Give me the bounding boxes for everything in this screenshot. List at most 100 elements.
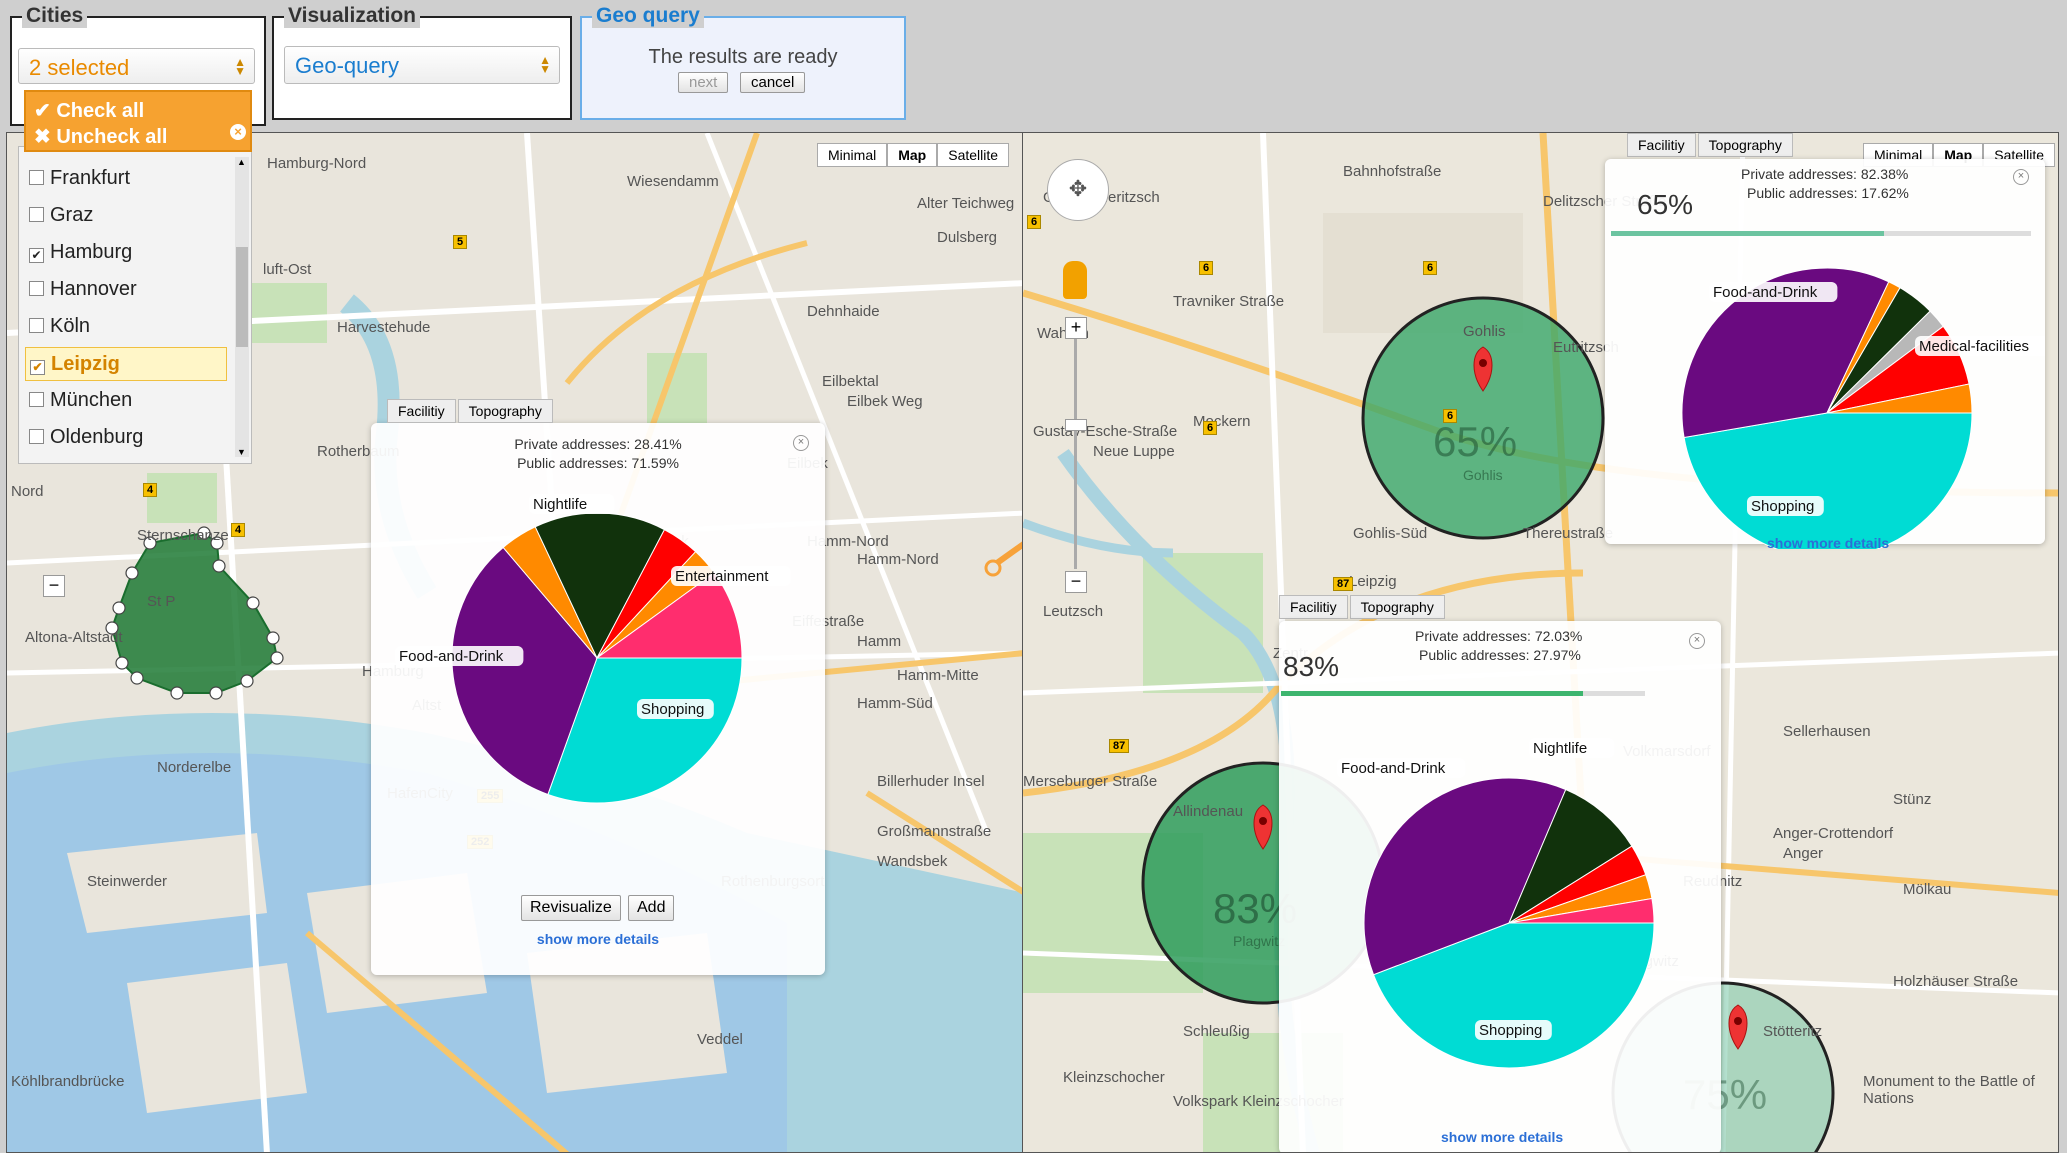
map-type-map[interactable]: Map — [887, 143, 938, 167]
scroll-up-icon[interactable]: ▲ — [237, 157, 246, 167]
uncheck-all-label: Uncheck all — [56, 126, 168, 148]
bottom-popup-tabs: Facilitiy Topography — [1279, 595, 1447, 619]
geo-query-status: The results are ready — [648, 46, 838, 68]
city-item-hannover[interactable]: Hannover — [29, 273, 137, 305]
check-all-button[interactable]: ✔ Check all — [34, 100, 145, 122]
city-item-münchen[interactable]: München — [29, 384, 132, 416]
pie-label: Shopping — [1747, 496, 1824, 516]
pan-control[interactable]: ✥ — [1047, 159, 1109, 221]
map-label: Harvestehude — [337, 319, 431, 336]
route-shield: 87 — [1109, 739, 1130, 753]
city-checkbox[interactable]: ✔ — [30, 360, 45, 375]
scrollbar-thumb[interactable] — [236, 247, 248, 347]
tab-facility[interactable]: Facilitiy — [1627, 133, 1696, 157]
city-checkbox[interactable] — [29, 207, 44, 222]
left-map-background — [7, 133, 1023, 1152]
city-label: Leipzig — [51, 353, 120, 375]
show-more-details-link[interactable]: show more details — [1441, 1129, 1564, 1145]
pie-label-text: Medical-facilities — [1919, 338, 2029, 355]
chevron-updown-icon: ▲ ▼ — [539, 53, 551, 76]
close-icon[interactable]: × — [230, 124, 246, 140]
zoom-slider-thumb[interactable] — [1065, 419, 1087, 431]
pie-slice[interactable] — [1683, 412, 1973, 549]
tab-facility[interactable]: Facilitiy — [1279, 595, 1348, 619]
city-label: Hamburg — [50, 241, 133, 263]
pie-slice[interactable] — [1372, 922, 1655, 1069]
city-checkbox[interactable] — [29, 318, 44, 333]
route-shield: 6 — [1199, 261, 1214, 275]
pie-slice[interactable] — [1826, 383, 1973, 414]
visualization-select[interactable]: Geo-query ▲ ▼ — [284, 46, 560, 84]
city-label: Graz — [50, 204, 94, 226]
map-type-minimal[interactable]: Minimal — [817, 143, 888, 167]
route-shield: 6 — [1423, 261, 1438, 275]
city-item-frankfurt[interactable]: Frankfurt — [29, 162, 130, 194]
visualization-legend: Visualization — [284, 4, 420, 28]
close-icon[interactable]: × — [793, 435, 809, 451]
map-type-satellite[interactable]: Satellite — [937, 143, 1010, 167]
tab-topography[interactable]: Topography — [457, 399, 553, 423]
uncheck-all-button[interactable]: ✖ Uncheck all — [34, 126, 168, 148]
map-label: Merseburger Straße — [1023, 773, 1158, 790]
map-label: Holzhäuser Straße — [1893, 973, 2019, 990]
city-item-köln[interactable]: Köln — [29, 310, 90, 342]
city-item-leipzig[interactable]: ✔ Leipzig — [25, 347, 227, 381]
pegman-icon[interactable] — [1063, 261, 1087, 299]
tab-facility[interactable]: Facilitiy — [387, 399, 456, 423]
pie-slice[interactable] — [451, 546, 598, 796]
add-button[interactable]: Add — [628, 895, 675, 921]
close-icon[interactable]: × — [2013, 169, 2029, 185]
map-label: Eutritzsch — [1553, 339, 1619, 356]
map-label: Gohlis — [1463, 323, 1506, 340]
pie-label-text: Food-and-Drink — [1713, 284, 1818, 301]
city-checkbox[interactable] — [29, 170, 44, 185]
map-label: Billerhuder Insel — [877, 773, 985, 790]
zoom-slider[interactable] — [1074, 339, 1077, 569]
top-popup-tabs: Facilitiy Topography — [1627, 133, 1795, 157]
city-label: Oldenburg — [50, 426, 144, 448]
pie-slice[interactable] — [1507, 788, 1633, 925]
map-label: Leutzsch — [1043, 603, 1104, 620]
private-addresses: Private addresses: 82.38% — [1741, 166, 1909, 182]
cities-select[interactable]: 2 selected ▲ ▼ — [18, 48, 255, 84]
next-button[interactable]: next — [678, 72, 729, 93]
map-label: Gohlis-Süd — [1353, 525, 1428, 542]
city-item-graz[interactable]: Graz — [29, 199, 93, 231]
zoom-out-button[interactable]: − — [1065, 571, 1087, 593]
city-dropdown-list[interactable]: DresdenFrankfurtGraz✔HamburgHannoverKöln… — [18, 146, 252, 464]
city-checkbox[interactable] — [29, 429, 44, 444]
route-shield: 5 — [453, 235, 468, 249]
top-result-popup: Private addresses: 82.38% Public address… — [1605, 159, 2045, 551]
city-checkbox[interactable] — [29, 281, 44, 296]
tab-topography[interactable]: Topography — [1349, 595, 1445, 619]
pie-label-text: Nightlife — [1533, 740, 1587, 757]
map-label: Hamm-Süd — [857, 695, 933, 712]
public-addresses: Public addresses: 17.62% — [1747, 185, 1909, 201]
show-more-details-link[interactable]: show more details — [536, 931, 660, 947]
tab-topography[interactable]: Topography — [1697, 133, 1793, 157]
scroll-down-icon[interactable]: ▼ — [237, 447, 246, 457]
map-label: Neue Luppe — [1093, 443, 1175, 460]
map-label: Eilbektal — [822, 373, 879, 390]
close-icon[interactable]: × — [1689, 633, 1705, 649]
cancel-button[interactable]: cancel — [740, 72, 806, 93]
city-item-hamburg[interactable]: ✔ Hamburg — [29, 236, 132, 268]
show-more-details-link[interactable]: show more details — [1767, 535, 1890, 551]
scrollbar[interactable]: ▲ ▼ — [235, 157, 249, 457]
zoom-out-button[interactable]: − — [43, 575, 65, 597]
cities-legend: Cities — [22, 4, 88, 28]
pie-slice[interactable] — [1363, 777, 1567, 976]
zoom-in-button[interactable]: + — [1065, 317, 1087, 339]
left-map-type-control[interactable]: Minimal Map Satellite — [817, 143, 1010, 167]
city-item-oldenburg[interactable]: Oldenburg — [29, 421, 143, 453]
pie-label-text: Food-and-Drink — [399, 648, 504, 665]
map-label: Dulsberg — [937, 229, 998, 246]
pie-label: Shopping — [637, 699, 714, 719]
pie-slice[interactable] — [547, 657, 743, 804]
revisualize-button[interactable]: Revisualize — [521, 895, 621, 921]
map-label: Köhlbrandbrücke — [11, 1073, 125, 1090]
city-checkbox[interactable]: ✔ — [29, 248, 44, 263]
pie-slice[interactable] — [1508, 897, 1655, 924]
right-map[interactable]: GroßwiederitzschBahnhofstraßeTravniker S… — [1022, 132, 2059, 1153]
city-checkbox[interactable] — [29, 392, 44, 407]
